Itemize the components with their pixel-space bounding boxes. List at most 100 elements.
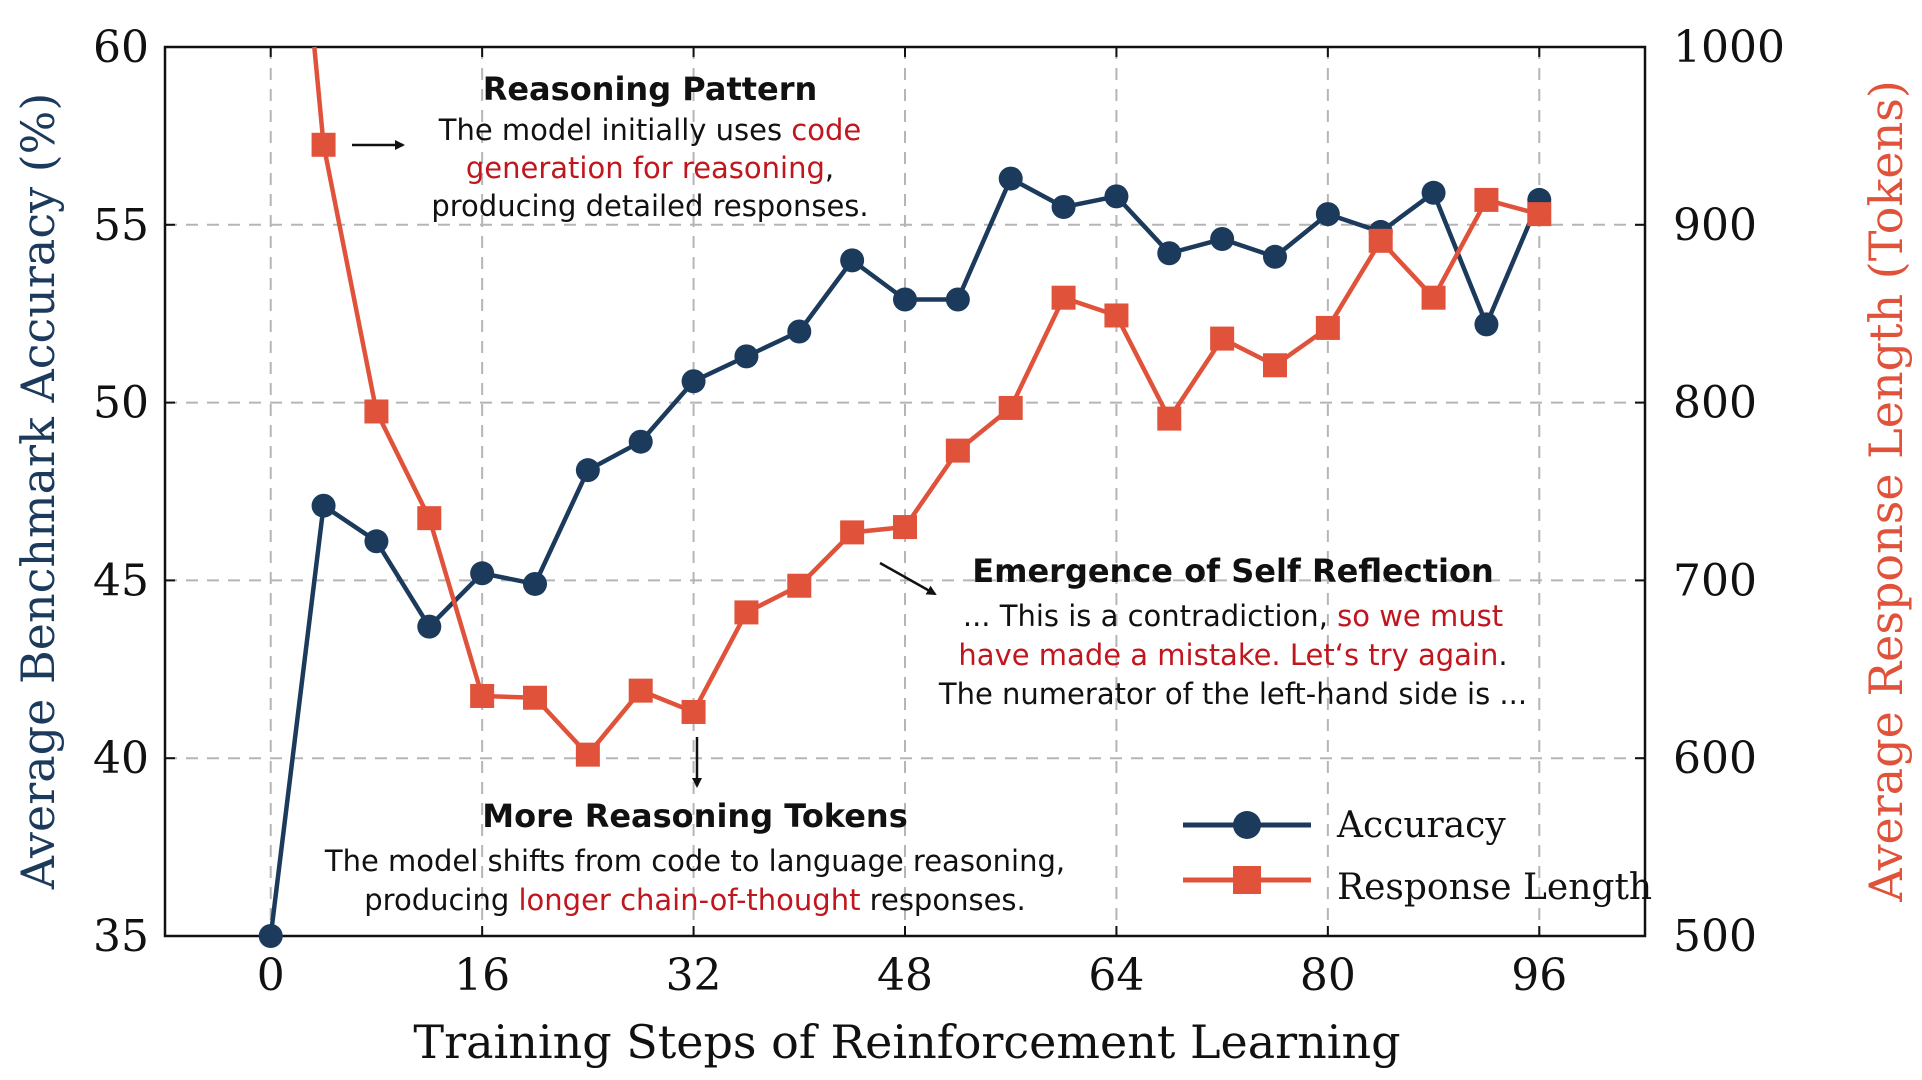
data-point-response-length bbox=[311, 132, 336, 157]
data-point-accuracy bbox=[417, 614, 442, 639]
data-point-accuracy bbox=[628, 429, 653, 454]
data-point-response-length bbox=[523, 685, 547, 710]
annotation-line: generation for reasoning, bbox=[466, 151, 834, 185]
x-tick-label: 80 bbox=[1300, 950, 1356, 1001]
data-point-accuracy bbox=[364, 529, 389, 554]
data-point-response-length bbox=[945, 438, 970, 463]
legend-response-length-marker bbox=[1233, 866, 1261, 894]
y-right-tick-label: 1000 bbox=[1673, 22, 1785, 73]
annotation-segment: ... This is a contradiction, bbox=[963, 599, 1337, 633]
y-right-tick-label: 900 bbox=[1673, 200, 1757, 251]
annotation-self-reflection: Emergence of Self Reflection ... This is … bbox=[938, 552, 1527, 711]
plot-frame bbox=[163, 45, 1647, 938]
data-point-response-length bbox=[1527, 202, 1552, 227]
y-right-tick-label: 800 bbox=[1673, 378, 1757, 429]
y-left-tick-label: 40 bbox=[93, 733, 149, 784]
data-point-response-length bbox=[1368, 228, 1393, 253]
annotation-reasoning-pattern: Reasoning Pattern The model initially use… bbox=[431, 70, 868, 223]
annotation-segment: producing detailed responses. bbox=[431, 189, 868, 223]
x-axis-title: Training Steps of Reinforcement Learning bbox=[413, 1015, 1400, 1069]
data-point-response-length bbox=[364, 399, 389, 424]
annotation-segment: . bbox=[1498, 638, 1507, 672]
x-tick-label: 0 bbox=[257, 950, 285, 1001]
annotation-highlight: have made a mistake. Let‘s try again bbox=[958, 638, 1498, 672]
annotation-line: producing longer chain-of-thought respon… bbox=[364, 883, 1025, 917]
data-point-response-length bbox=[734, 600, 759, 625]
x-tick-label: 64 bbox=[1088, 950, 1144, 1001]
data-point-accuracy bbox=[1104, 184, 1129, 209]
data-point-accuracy bbox=[575, 458, 600, 483]
x-tick-label: 96 bbox=[1511, 950, 1567, 1001]
annotation-segment: The numerator of the left-hand side is .… bbox=[938, 677, 1527, 711]
data-point-accuracy bbox=[470, 561, 495, 586]
data-point-response-length bbox=[1421, 285, 1446, 310]
arrow-self-reflection bbox=[879, 561, 937, 596]
data-point-accuracy bbox=[1051, 195, 1076, 220]
data-point-accuracy bbox=[840, 248, 865, 273]
annotation-line: ... This is a contradiction, so we must bbox=[963, 599, 1503, 633]
data-point-response-length bbox=[787, 573, 812, 598]
data-point-accuracy bbox=[1315, 202, 1340, 227]
series-layer bbox=[258, 46, 1552, 948]
annotation-segment: The model shifts from code to language r… bbox=[324, 844, 1065, 878]
data-point-accuracy bbox=[311, 493, 336, 518]
left-axis-title: Average Benchmark Accuracy (%) bbox=[11, 93, 65, 891]
y-left-tick-label: 55 bbox=[93, 200, 149, 251]
right-axis-title: Average Response Length (Tokens) bbox=[1859, 80, 1913, 903]
data-point-response-length bbox=[893, 515, 917, 540]
data-point-response-length bbox=[1210, 326, 1235, 351]
annotation-line: have made a mistake. Let‘s try again. bbox=[958, 638, 1507, 672]
y-left-tick-label: 60 bbox=[93, 22, 149, 73]
legend-response-length-label: Response Length bbox=[1337, 867, 1652, 908]
annotation-more-tokens: More Reasoning Tokens The model shifts fr… bbox=[324, 797, 1065, 917]
data-point-response-length bbox=[1104, 303, 1129, 328]
data-point-response-length bbox=[681, 699, 706, 724]
annotation-line: The model shifts from code to language r… bbox=[324, 844, 1065, 878]
data-point-response-length bbox=[470, 683, 495, 708]
data-point-accuracy bbox=[787, 319, 812, 344]
annotation-line: producing detailed responses. bbox=[431, 189, 868, 223]
data-point-response-length bbox=[417, 506, 442, 531]
data-point-accuracy bbox=[681, 369, 706, 394]
data-point-accuracy bbox=[1157, 241, 1182, 266]
legend: Accuracy Response Length bbox=[1183, 805, 1652, 908]
annotations: Reasoning Pattern The model initially use… bbox=[324, 70, 1527, 917]
data-point-accuracy bbox=[893, 287, 917, 312]
annotation-line: The model initially uses code bbox=[438, 113, 861, 147]
x-tick-label: 16 bbox=[454, 950, 510, 1001]
annotation-title: Reasoning Pattern bbox=[483, 70, 818, 108]
data-point-response-length bbox=[1315, 315, 1340, 340]
annotation-highlight: longer chain-of-thought bbox=[519, 883, 861, 917]
annotation-segment: responses. bbox=[860, 883, 1025, 917]
data-point-response-length bbox=[1051, 285, 1076, 310]
data-point-accuracy bbox=[734, 344, 759, 369]
legend-accuracy-marker bbox=[1233, 811, 1261, 839]
data-point-response-length bbox=[840, 520, 865, 545]
data-point-accuracy bbox=[945, 287, 970, 312]
annotation-highlight: generation for reasoning bbox=[466, 151, 825, 185]
data-point-accuracy bbox=[998, 166, 1023, 191]
legend-accuracy-label: Accuracy bbox=[1336, 805, 1506, 846]
data-point-accuracy bbox=[1474, 312, 1499, 337]
y-left-tick-label: 50 bbox=[93, 378, 149, 429]
y-right-tick-label: 600 bbox=[1673, 733, 1757, 784]
annotation-segment: , bbox=[825, 151, 834, 185]
data-point-response-length bbox=[1157, 406, 1182, 431]
data-point-response-length bbox=[628, 678, 653, 703]
x-tick-label: 48 bbox=[877, 950, 933, 1001]
data-point-accuracy bbox=[523, 571, 547, 596]
data-point-response-length bbox=[998, 395, 1023, 420]
annotation-segment: producing bbox=[364, 883, 518, 917]
data-point-response-length bbox=[575, 742, 600, 767]
data-point-accuracy bbox=[1263, 244, 1287, 269]
y-left-tick-label: 35 bbox=[93, 911, 149, 962]
annotation-title: Emergence of Self Reflection bbox=[972, 552, 1493, 590]
annotation-line: The numerator of the left-hand side is .… bbox=[938, 677, 1527, 711]
x-tick-label: 32 bbox=[666, 950, 722, 1001]
data-point-response-length bbox=[1474, 187, 1499, 212]
annotation-title: More Reasoning Tokens bbox=[482, 797, 908, 835]
data-point-response-length bbox=[1263, 353, 1287, 378]
annotation-segment: The model initially uses bbox=[438, 113, 792, 147]
y-left-tick-label: 45 bbox=[93, 555, 149, 606]
